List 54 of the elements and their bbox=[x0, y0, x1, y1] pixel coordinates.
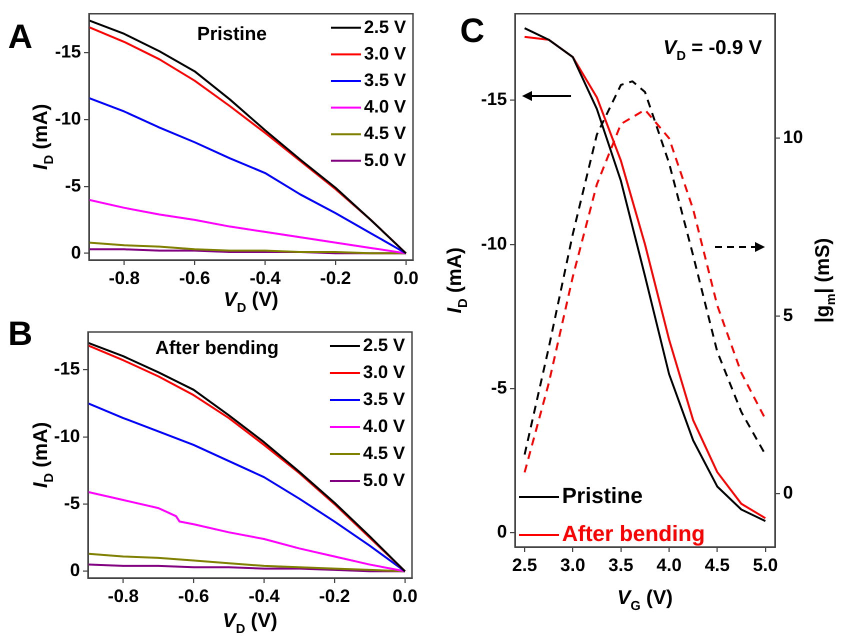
x-tick-label: 4.0 bbox=[656, 554, 682, 575]
y-tick-label: -10 bbox=[54, 426, 80, 446]
legend-label: 3.5 V bbox=[364, 70, 406, 90]
y-tick-label: -10 bbox=[54, 108, 81, 128]
chart-title: After bending bbox=[155, 338, 279, 359]
x-tick-label: -0.4 bbox=[248, 586, 280, 606]
legend-label: 3.5 V bbox=[362, 388, 405, 409]
text: A bbox=[8, 18, 33, 56]
y-tick-label: -10 bbox=[480, 233, 507, 254]
x-tick-label: -0.4 bbox=[250, 268, 281, 288]
y-tick-label: -5 bbox=[490, 377, 507, 398]
text: C bbox=[460, 12, 485, 50]
y2-axis-title: |gm| (mS) bbox=[812, 238, 838, 323]
legend-label: 2.5 V bbox=[364, 16, 406, 37]
x-tick-label: -0.8 bbox=[108, 268, 140, 288]
legend-label: 5.0 V bbox=[362, 470, 405, 490]
legend-label: 4.5 V bbox=[362, 442, 405, 463]
y-axis-title: ID (mA) bbox=[444, 247, 470, 314]
y-tick-label: -15 bbox=[54, 358, 80, 379]
y-axis-title: ID (mA) bbox=[30, 104, 56, 170]
y-tick-label: 0 bbox=[70, 560, 80, 580]
x-tick-label: 3.0 bbox=[560, 554, 586, 575]
legend-label: 5.0 V bbox=[364, 150, 406, 170]
legend-label: 3.0 V bbox=[364, 43, 406, 64]
x-tick-label: 3.5 bbox=[608, 554, 634, 575]
x-tick-label: 2.5 bbox=[512, 554, 538, 575]
legend-label: After bending bbox=[562, 521, 705, 546]
legend-label: 2.5 V bbox=[362, 334, 405, 355]
x-tick-label: 0.0 bbox=[392, 586, 418, 606]
text: Pristine bbox=[197, 24, 267, 45]
x-tick-label: -0.8 bbox=[108, 586, 139, 606]
legend-label: 3.0 V bbox=[362, 362, 405, 382]
y2-tick-label: 0 bbox=[783, 482, 794, 503]
legend-label: Pristine bbox=[562, 483, 643, 508]
x-tick-label: -0.2 bbox=[320, 268, 352, 288]
y-tick-label: -5 bbox=[64, 493, 80, 514]
legend-label: 4.0 V bbox=[364, 96, 406, 117]
x-tick-label: 5.0 bbox=[752, 554, 778, 575]
y-tick-label: -5 bbox=[64, 175, 81, 196]
y2-tick-label: 5 bbox=[783, 304, 794, 325]
y-tick-label: -15 bbox=[480, 89, 507, 110]
legend-label: 4.5 V bbox=[364, 123, 406, 144]
x-tick-label: -0.6 bbox=[179, 268, 210, 288]
legend-label: 4.0 V bbox=[362, 416, 405, 436]
x-tick-label: 4.5 bbox=[704, 554, 730, 575]
x-tick-label: -0.2 bbox=[319, 586, 350, 606]
x-tick-label: 0.0 bbox=[393, 268, 418, 288]
text: B bbox=[8, 315, 33, 353]
y-tick-label: 0 bbox=[70, 242, 81, 262]
y2-tick-label: 10 bbox=[783, 127, 804, 148]
y-tick-label: -15 bbox=[54, 42, 81, 62]
y-tick-label: 0 bbox=[496, 522, 507, 542]
y-axis-title: ID (mA) bbox=[30, 422, 56, 488]
x-tick-label: -0.6 bbox=[178, 586, 210, 606]
